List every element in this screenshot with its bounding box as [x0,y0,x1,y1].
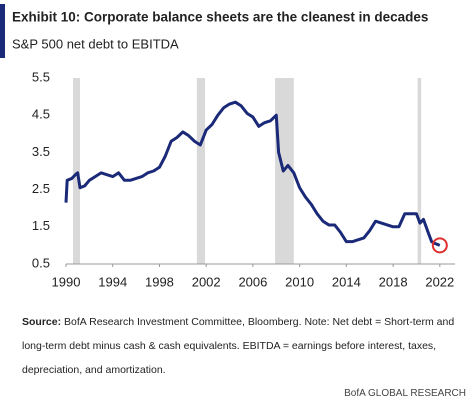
source-text: BofA Research Investment Committee, Bloo… [22,316,455,376]
recession-shade [417,78,422,264]
source-note: Source: BofA Research Investment Committ… [22,310,462,382]
x-tick-label: 1994 [98,274,127,289]
y-tick-label: 2.5 [32,181,50,196]
chart: Exhibit 10: Corporate balance sheets are… [0,4,455,289]
accent-bar [0,4,5,58]
x-tick-label: 2022 [425,274,454,289]
y-tick-label: 0.5 [32,255,50,270]
y-tick-label: 1.5 [32,218,50,233]
x-tick-label: 2010 [285,274,314,289]
x-tick-label: 2006 [238,274,267,289]
x-tick-label: 2014 [332,274,361,289]
highlight-circle [431,237,448,254]
source-label: Source: [22,316,62,328]
x-tick-label: 1990 [52,274,81,289]
y-tick-label: 4.5 [32,107,50,122]
y-tick-label: 3.5 [32,144,50,159]
footer: BofA GLOBAL RESEARCH [344,388,466,399]
x-tick-label: 2002 [192,274,221,289]
chart-title: Exhibit 10: Corporate balance sheets are… [12,10,428,25]
recession-shade [196,78,206,264]
x-tick-label: 1998 [145,274,174,289]
y-tick-label: 5.5 [32,69,50,84]
x-tick-label: 2018 [379,274,408,289]
chart-subtitle: S&P 500 net debt to EBITDA [12,36,179,51]
data-line [64,100,441,247]
recession-shade [73,78,81,264]
